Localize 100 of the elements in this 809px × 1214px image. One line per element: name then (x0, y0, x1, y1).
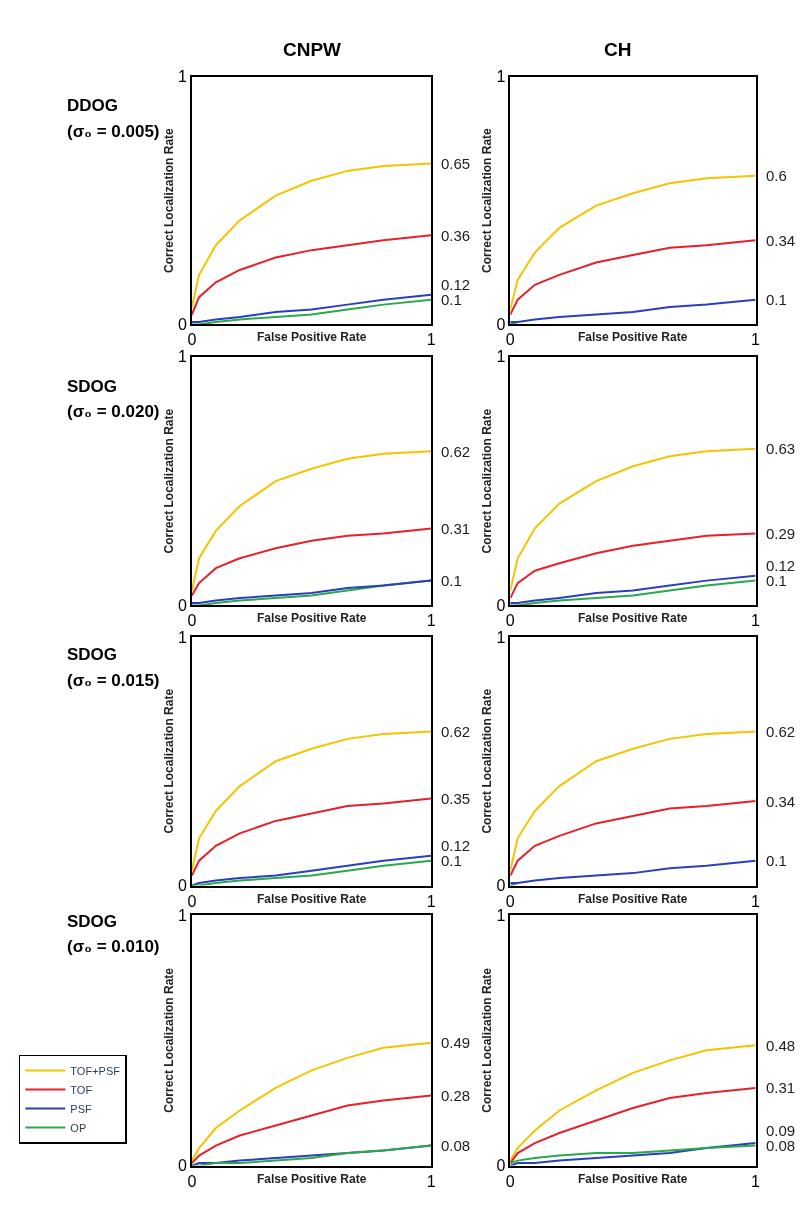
x-axis-title: False Positive Rate (578, 1172, 688, 1186)
data-label: 0.12 (441, 837, 471, 854)
x-axis-title: False Positive Rate (257, 1172, 367, 1186)
data-label: 0.1 (441, 852, 462, 869)
line-series (510, 730, 756, 872)
data-label: 0.1 (766, 291, 787, 308)
line-series (510, 859, 756, 885)
y-axis-title: Correct Localization Rate (161, 967, 176, 1113)
line-series (191, 1094, 432, 1165)
legend-label: TOF (70, 1083, 93, 1096)
y-tick-label: 1 (496, 628, 506, 646)
y-axis-title: Correct Localization Rate (480, 967, 495, 1113)
data-label: 0.31 (766, 1079, 796, 1096)
text: SDOG (67, 645, 118, 664)
x-axis-title: False Positive Rate (578, 611, 688, 625)
x-axis-title: False Positive Rate (578, 892, 688, 906)
data-label: 0.34 (766, 232, 796, 249)
data-label: 0.6 (766, 167, 787, 184)
y-tick-label: 1 (178, 628, 188, 646)
y-tick-label: 0 (178, 597, 188, 615)
data-label: 0.1 (441, 291, 462, 308)
data-label: 0.09 (766, 1122, 796, 1139)
line-series (510, 800, 756, 877)
line-series (191, 797, 432, 877)
data-label: 0.35 (441, 790, 471, 807)
line-series (510, 298, 756, 323)
line-series (510, 1086, 756, 1165)
data-label: 0.28 (441, 1087, 471, 1104)
y-tick-label: 1 (178, 906, 188, 924)
line-series (510, 1044, 756, 1162)
text: DDOG (67, 96, 118, 115)
y-axis-title: Correct Localization Rate (480, 408, 495, 554)
data-label: 0.65 (441, 155, 471, 172)
text: (σ₀ = 0.020) (67, 402, 160, 421)
y-axis-title: Correct Localization Rate (161, 688, 176, 834)
chart-title: CH (604, 39, 632, 60)
line-series (191, 1144, 432, 1166)
data-label: 0.63 (766, 440, 796, 457)
data-label: 0.31 (441, 520, 471, 537)
data-label: 0.1 (766, 572, 787, 589)
y-tick-label: 1 (178, 348, 188, 366)
y-tick-label: 0 (178, 877, 188, 895)
x-tick-label: 1 (751, 331, 761, 349)
legend-label: TOF+PSF (70, 1064, 121, 1077)
line-series (510, 174, 756, 311)
text: SDOG (67, 912, 118, 931)
x-tick-label: 1 (426, 612, 436, 630)
line-series (191, 730, 432, 872)
text: (σ₀ = 0.015) (67, 671, 160, 690)
data-label: 0.12 (766, 557, 796, 574)
y-tick-label: 1 (496, 68, 506, 86)
x-axis-title: False Positive Rate (257, 330, 367, 344)
y-axis-title: Correct Localization Rate (480, 127, 495, 273)
data-label: 0.1 (441, 572, 462, 589)
y-tick-label: 1 (496, 906, 506, 924)
data-label: 0.12 (441, 276, 471, 293)
y-tick-label: 1 (178, 68, 188, 86)
line-series (191, 162, 432, 309)
line-series (510, 447, 756, 592)
y-tick-label: 0 (496, 877, 506, 895)
data-label: 0.1 (766, 852, 787, 869)
line-series (191, 527, 432, 597)
legend-label: OP (70, 1121, 87, 1134)
data-label: 0.08 (441, 1137, 471, 1154)
line-series (191, 450, 432, 592)
x-axis-title: False Positive Rate (257, 892, 367, 906)
legend-label: PSF (70, 1102, 93, 1115)
y-tick-label: 0 (496, 1157, 506, 1175)
y-tick-label: 0 (178, 1157, 188, 1175)
text: (σ₀ = 0.010) (67, 937, 160, 956)
x-axis-title: False Positive Rate (578, 330, 688, 344)
data-label: 0.49 (441, 1034, 471, 1051)
y-axis-title: Correct Localization Rate (480, 688, 495, 834)
text: (σ₀ = 0.005) (67, 122, 160, 141)
data-label: 0.62 (766, 723, 796, 740)
line-series (191, 234, 432, 316)
line-series (510, 532, 756, 600)
data-label: 0.62 (441, 723, 471, 740)
y-tick-label: 0 (496, 316, 506, 334)
data-label: 0.62 (441, 443, 471, 460)
x-tick-label: 1 (426, 892, 436, 910)
data-label: 0.29 (766, 525, 796, 542)
line-series (191, 1041, 432, 1162)
x-tick-label: 1 (751, 892, 761, 910)
y-tick-label: 0 (496, 597, 506, 615)
x-tick-label: 1 (426, 1172, 436, 1190)
chart-title: CNPW (283, 39, 342, 60)
data-label: 0.36 (441, 227, 471, 244)
data-label: 0.08 (766, 1137, 796, 1154)
text: SDOG (67, 377, 118, 396)
data-label: 0.34 (766, 793, 796, 810)
x-axis-title: False Positive Rate (257, 611, 367, 625)
y-tick-label: 1 (496, 348, 506, 366)
x-tick-label: 1 (751, 1172, 761, 1190)
y-tick-label: 0 (178, 316, 188, 334)
data-label: 0.48 (766, 1037, 796, 1054)
y-axis-title: Correct Localization Rate (161, 408, 176, 554)
x-tick-label: 1 (751, 612, 761, 630)
y-axis-title: Correct Localization Rate (161, 127, 176, 273)
line-series (510, 239, 756, 316)
